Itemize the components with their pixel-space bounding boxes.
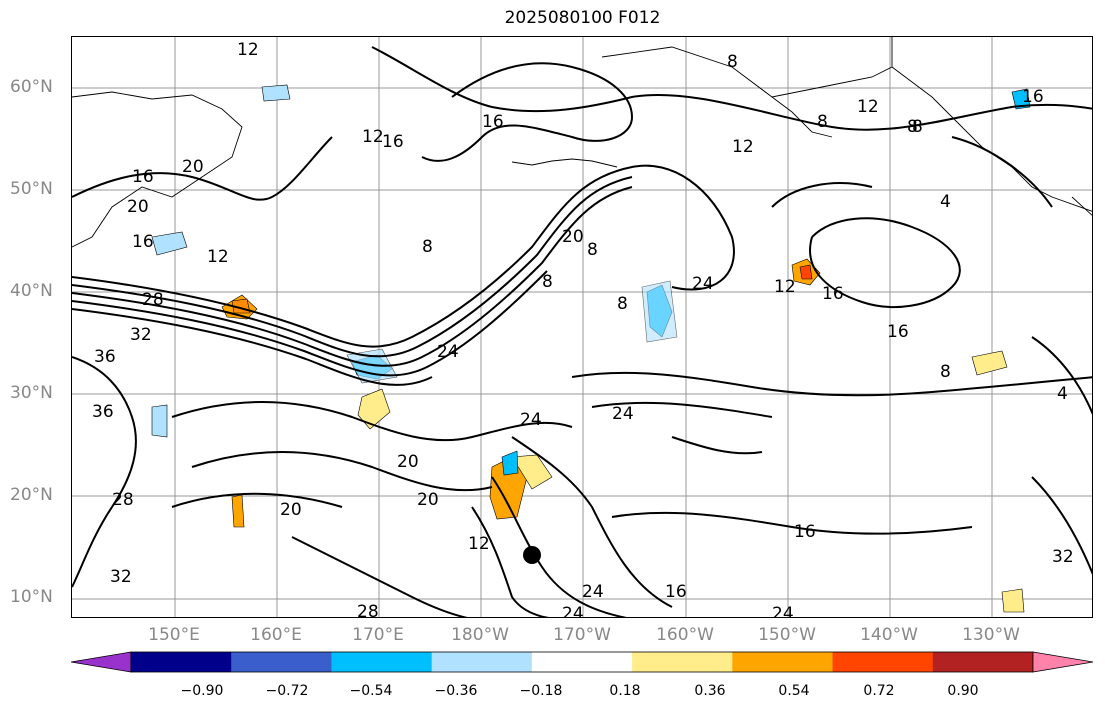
contour-label: 28 [357,602,379,618]
storm-center-marker [523,546,541,564]
contour-label: 4 [940,192,951,212]
lon-label: 170°E [352,625,404,645]
lat-label: 60°N [10,77,53,97]
contour-label: 16 [1022,87,1044,107]
colorbar-tick-label: 0.36 [694,683,726,699]
contour-label: 36 [92,402,114,422]
contour-label: 24 [562,604,584,618]
contour-label: 12 [857,97,879,117]
contour-label: 28 [142,290,164,310]
contour-label: 12 [732,137,754,157]
lat-label: 50°N [10,179,53,199]
colorbar-segment [331,652,433,672]
colorbar-segment [732,652,834,672]
colorbar-segment [531,652,633,672]
contour-label: 36 [94,347,116,367]
contour-label: 24 [437,342,459,362]
lat-label: 20°N [10,485,53,505]
contour-label: 24 [612,404,634,424]
lat-label: 40°N [10,281,53,301]
colorbar [70,651,1094,673]
contour-label: 16 [887,322,909,342]
contour-label: 12 [362,127,384,147]
contour-label: 24 [520,410,542,430]
contour-label: 8 [912,117,923,137]
contour-label: 16 [665,582,687,602]
contour-label: 20 [127,197,149,217]
map-title: 2025080100 F012 [504,8,661,28]
contour-label: 4 [1057,384,1068,404]
lon-label: 170°W [553,625,611,645]
contour-label: 20 [280,500,302,520]
lon-label: 160°W [656,625,714,645]
contour-label: 8 [727,52,738,72]
contour-label: 20 [417,490,439,510]
colorbar-segment [832,652,934,672]
contour-label: 24 [692,274,714,294]
lat-label: 10°N [10,587,53,607]
contour-label: 8 [542,272,553,292]
colorbar-tick-label: 0.72 [863,683,895,699]
contour-label: 12 [468,534,490,554]
lat-label: 30°N [10,383,53,403]
contour-label: 20 [562,227,584,247]
colorbar-tick-label: −0.18 [519,683,563,699]
contour-map: 12 16 20 16 12 8 16 12 8 8 12 16 20 16 1… [72,37,1092,618]
lon-label: 140°W [860,625,918,645]
contour-label: 28 [112,490,134,510]
lon-label: 130°W [962,625,1020,645]
colorbar-tick-label: 0.18 [609,683,641,699]
contour-label: 16 [794,522,816,542]
contour-lines [72,46,1092,617]
contour-label: 16 [132,232,154,252]
contour-label: 8 [422,237,433,257]
colorbar-segment [431,652,533,672]
colorbar-segment [932,652,1034,672]
colorbar-tick-label: 0.90 [947,683,979,699]
contour-label: 8 [940,362,951,382]
contour-label-group: 12 16 20 16 12 8 16 12 8 8 12 16 20 16 1… [92,40,1074,618]
contour-label: 8 [617,294,628,314]
lon-label: 160°E [250,625,302,645]
contour-label: 16 [822,284,844,304]
contour-label: 12 [237,40,259,60]
colorbar-tick-label: −0.36 [434,683,478,699]
lon-label: 150°E [148,625,200,645]
colorbar-tick-label: −0.90 [180,683,224,699]
colorbar-extend-max [1032,651,1094,673]
contour-label: 12 [774,277,796,297]
contour-label: 8 [817,112,828,132]
contour-label: 32 [130,325,152,345]
contour-label: 24 [582,582,604,602]
contour-label: 32 [110,567,132,587]
colorbar-segment [231,652,332,672]
colorbar-segment [632,652,733,672]
colorbar-tick-label: −0.72 [265,683,309,699]
contour-label: 8 [907,117,918,137]
colorbar-extend-min [70,651,132,673]
colorbar-segments [70,651,1094,673]
contour-label: 20 [182,157,204,177]
colorbar-tick-label: 0.54 [778,683,810,699]
colorbar-tick-label: −0.54 [349,683,393,699]
lon-label: 150°W [758,625,816,645]
colorbar-segment [131,652,232,672]
contour-label: 16 [482,112,504,132]
contour-label: 24 [772,604,794,618]
map-panel: 12 16 20 16 12 8 16 12 8 8 12 16 20 16 1… [71,36,1093,618]
contour-label: 32 [1052,547,1074,567]
contour-label: 12 [207,247,229,267]
contour-label: 16 [132,167,154,187]
contour-label: 20 [397,452,419,472]
lon-label: 180°W [451,625,509,645]
contour-label: 8 [587,240,598,260]
contour-label: 16 [382,132,404,152]
